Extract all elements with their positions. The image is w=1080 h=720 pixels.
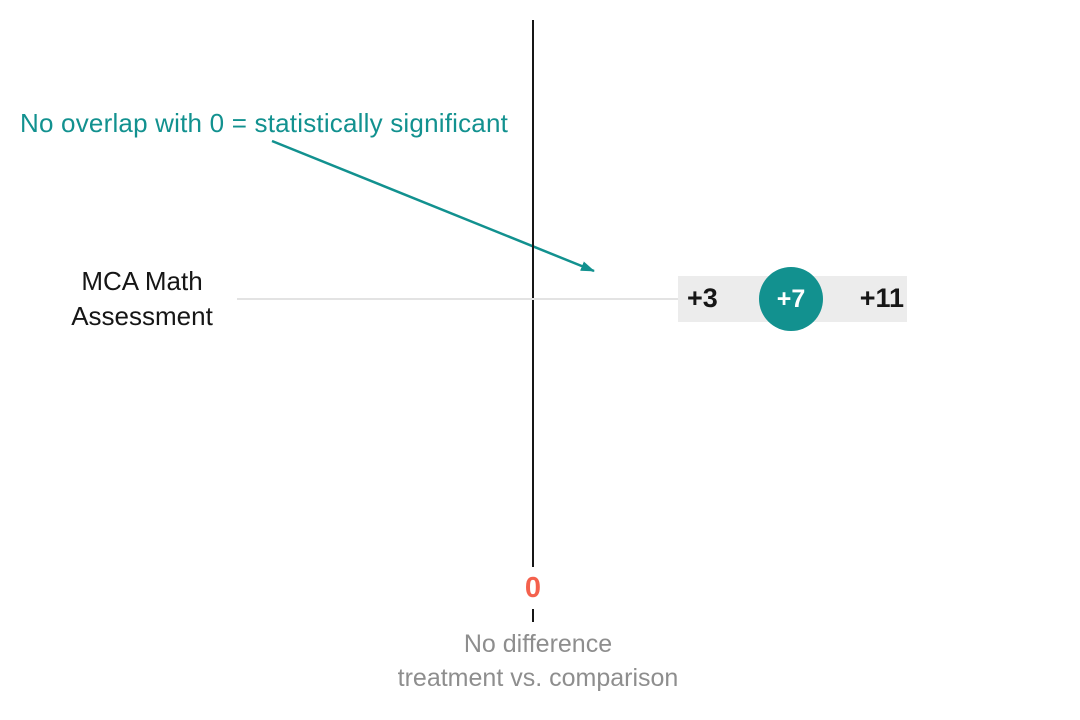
estimate-label: +7 bbox=[776, 284, 806, 313]
row-label: MCA Math Assessment bbox=[71, 266, 213, 331]
axis-caption: No difference treatment vs. comparison bbox=[333, 627, 743, 695]
zero-axis-line bbox=[532, 20, 534, 567]
row-guide-line bbox=[237, 298, 678, 300]
zero-tick-mark bbox=[532, 609, 534, 622]
confidence-interval-bar: +3 +7 +11 bbox=[678, 267, 907, 331]
ci-high-label: +11 bbox=[859, 282, 904, 313]
annotation-text: No overlap with 0 = statistically signif… bbox=[20, 108, 509, 138]
ci-low-label: +3 bbox=[687, 282, 718, 313]
estimate-marker: +7 bbox=[759, 267, 823, 331]
zero-tick-label: 0 bbox=[524, 572, 542, 604]
axis-caption-line1: No difference bbox=[463, 630, 613, 658]
axis-caption-line2: treatment vs. comparison bbox=[397, 664, 679, 692]
